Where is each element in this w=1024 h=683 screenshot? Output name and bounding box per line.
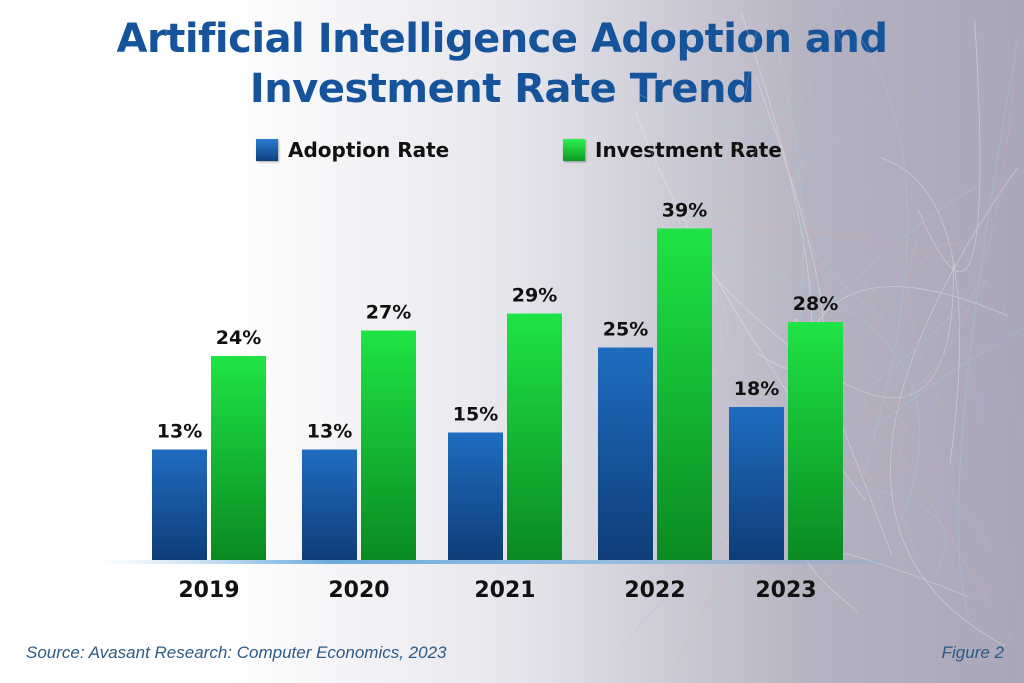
bar-investment-2023: [788, 322, 843, 560]
legend-swatch-adoption: [256, 139, 278, 161]
x-tick-label: 2020: [328, 578, 389, 603]
bar-investment-2022: [657, 228, 712, 560]
source-note: Source: Avasant Research: Computer Econo…: [26, 643, 447, 662]
baseline: [100, 560, 880, 564]
legend-label-adoption: Adoption Rate: [288, 138, 450, 162]
data-label-investment-2020: 27%: [366, 302, 411, 324]
x-tick-label: 2022: [624, 578, 685, 603]
legend-label-investment: Investment Rate: [595, 138, 782, 162]
x-tick-label: 2023: [755, 578, 816, 603]
bar-adoption-2023: [729, 407, 784, 560]
data-label-adoption-2023: 18%: [734, 378, 779, 400]
data-label-investment-2021: 29%: [512, 285, 557, 307]
legend-swatch-investment: [563, 139, 585, 161]
bar-investment-2021: [507, 313, 562, 560]
data-label-adoption-2021: 15%: [453, 404, 498, 426]
bar-investment-2019: [211, 356, 266, 560]
legend-item-adoption: Adoption Rate: [256, 138, 449, 162]
data-label-adoption-2022: 25%: [603, 319, 648, 341]
x-tick-label: 2019: [178, 578, 239, 603]
bar-adoption-2022: [598, 347, 653, 560]
data-label-investment-2019: 24%: [216, 327, 261, 349]
bar-adoption-2019: [152, 449, 207, 560]
bar-adoption-2020: [302, 449, 357, 560]
bar-adoption-2021: [448, 432, 503, 560]
data-label-investment-2023: 28%: [793, 293, 838, 315]
x-tick-label: 2021: [474, 578, 535, 603]
data-label-adoption-2019: 13%: [157, 421, 202, 443]
chart-title: Artificial Intelligence Adoption and Inv…: [116, 16, 888, 112]
data-label-investment-2022: 39%: [662, 200, 707, 222]
data-label-adoption-2020: 13%: [307, 421, 352, 443]
bar-investment-2020: [361, 330, 416, 560]
legend-item-investment: Investment Rate: [563, 138, 782, 162]
figure-label: Figure 2: [941, 643, 1004, 662]
